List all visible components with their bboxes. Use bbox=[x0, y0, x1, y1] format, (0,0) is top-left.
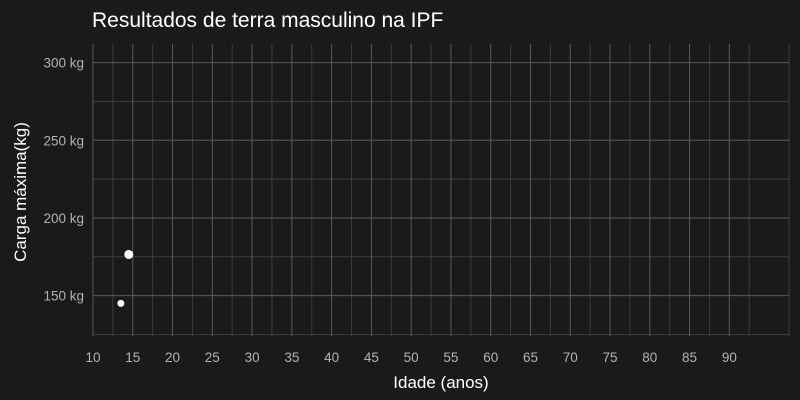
grid bbox=[92, 44, 790, 336]
x-tick-label: 65 bbox=[523, 350, 538, 365]
x-tick-label: 70 bbox=[563, 350, 578, 365]
x-tick-label: 90 bbox=[722, 350, 737, 365]
y-tick-label: 150 kg bbox=[43, 289, 84, 304]
x-tick-label: 25 bbox=[205, 350, 220, 365]
y-tick-label: 250 kg bbox=[43, 133, 84, 148]
data-point bbox=[117, 299, 125, 307]
x-tick-label: 35 bbox=[284, 350, 299, 365]
y-axis-ticks: 150 kg 200 kg 250 kg 300 kg bbox=[43, 56, 84, 304]
chart-title: Resultados de terra masculino na IPF bbox=[92, 9, 443, 32]
x-axis-title: Idade (anos) bbox=[393, 373, 488, 392]
x-tick-label: 40 bbox=[324, 350, 339, 365]
x-tick-label: 20 bbox=[165, 350, 180, 365]
y-tick-label: 200 kg bbox=[43, 211, 84, 226]
x-tick-label: 50 bbox=[404, 350, 419, 365]
x-tick-label: 45 bbox=[364, 350, 379, 365]
x-tick-label: 75 bbox=[603, 350, 618, 365]
y-tick-label: 300 kg bbox=[43, 56, 84, 71]
x-tick-label: 80 bbox=[642, 350, 657, 365]
x-tick-label: 85 bbox=[682, 350, 697, 365]
x-tick-label: 60 bbox=[483, 350, 498, 365]
x-tick-label: 30 bbox=[245, 350, 260, 365]
x-tick-label: 10 bbox=[85, 350, 100, 365]
y-axis-title: Carga máxima(kg) bbox=[11, 122, 30, 262]
x-axis-ticks: 10 15 20 25 30 35 40 45 50 55 60 65 70 75 80 85 90 bbox=[85, 350, 736, 365]
x-tick-label: 55 bbox=[443, 350, 458, 365]
data-point bbox=[124, 249, 134, 259]
data-points bbox=[117, 249, 134, 307]
x-tick-label: 15 bbox=[125, 350, 140, 365]
